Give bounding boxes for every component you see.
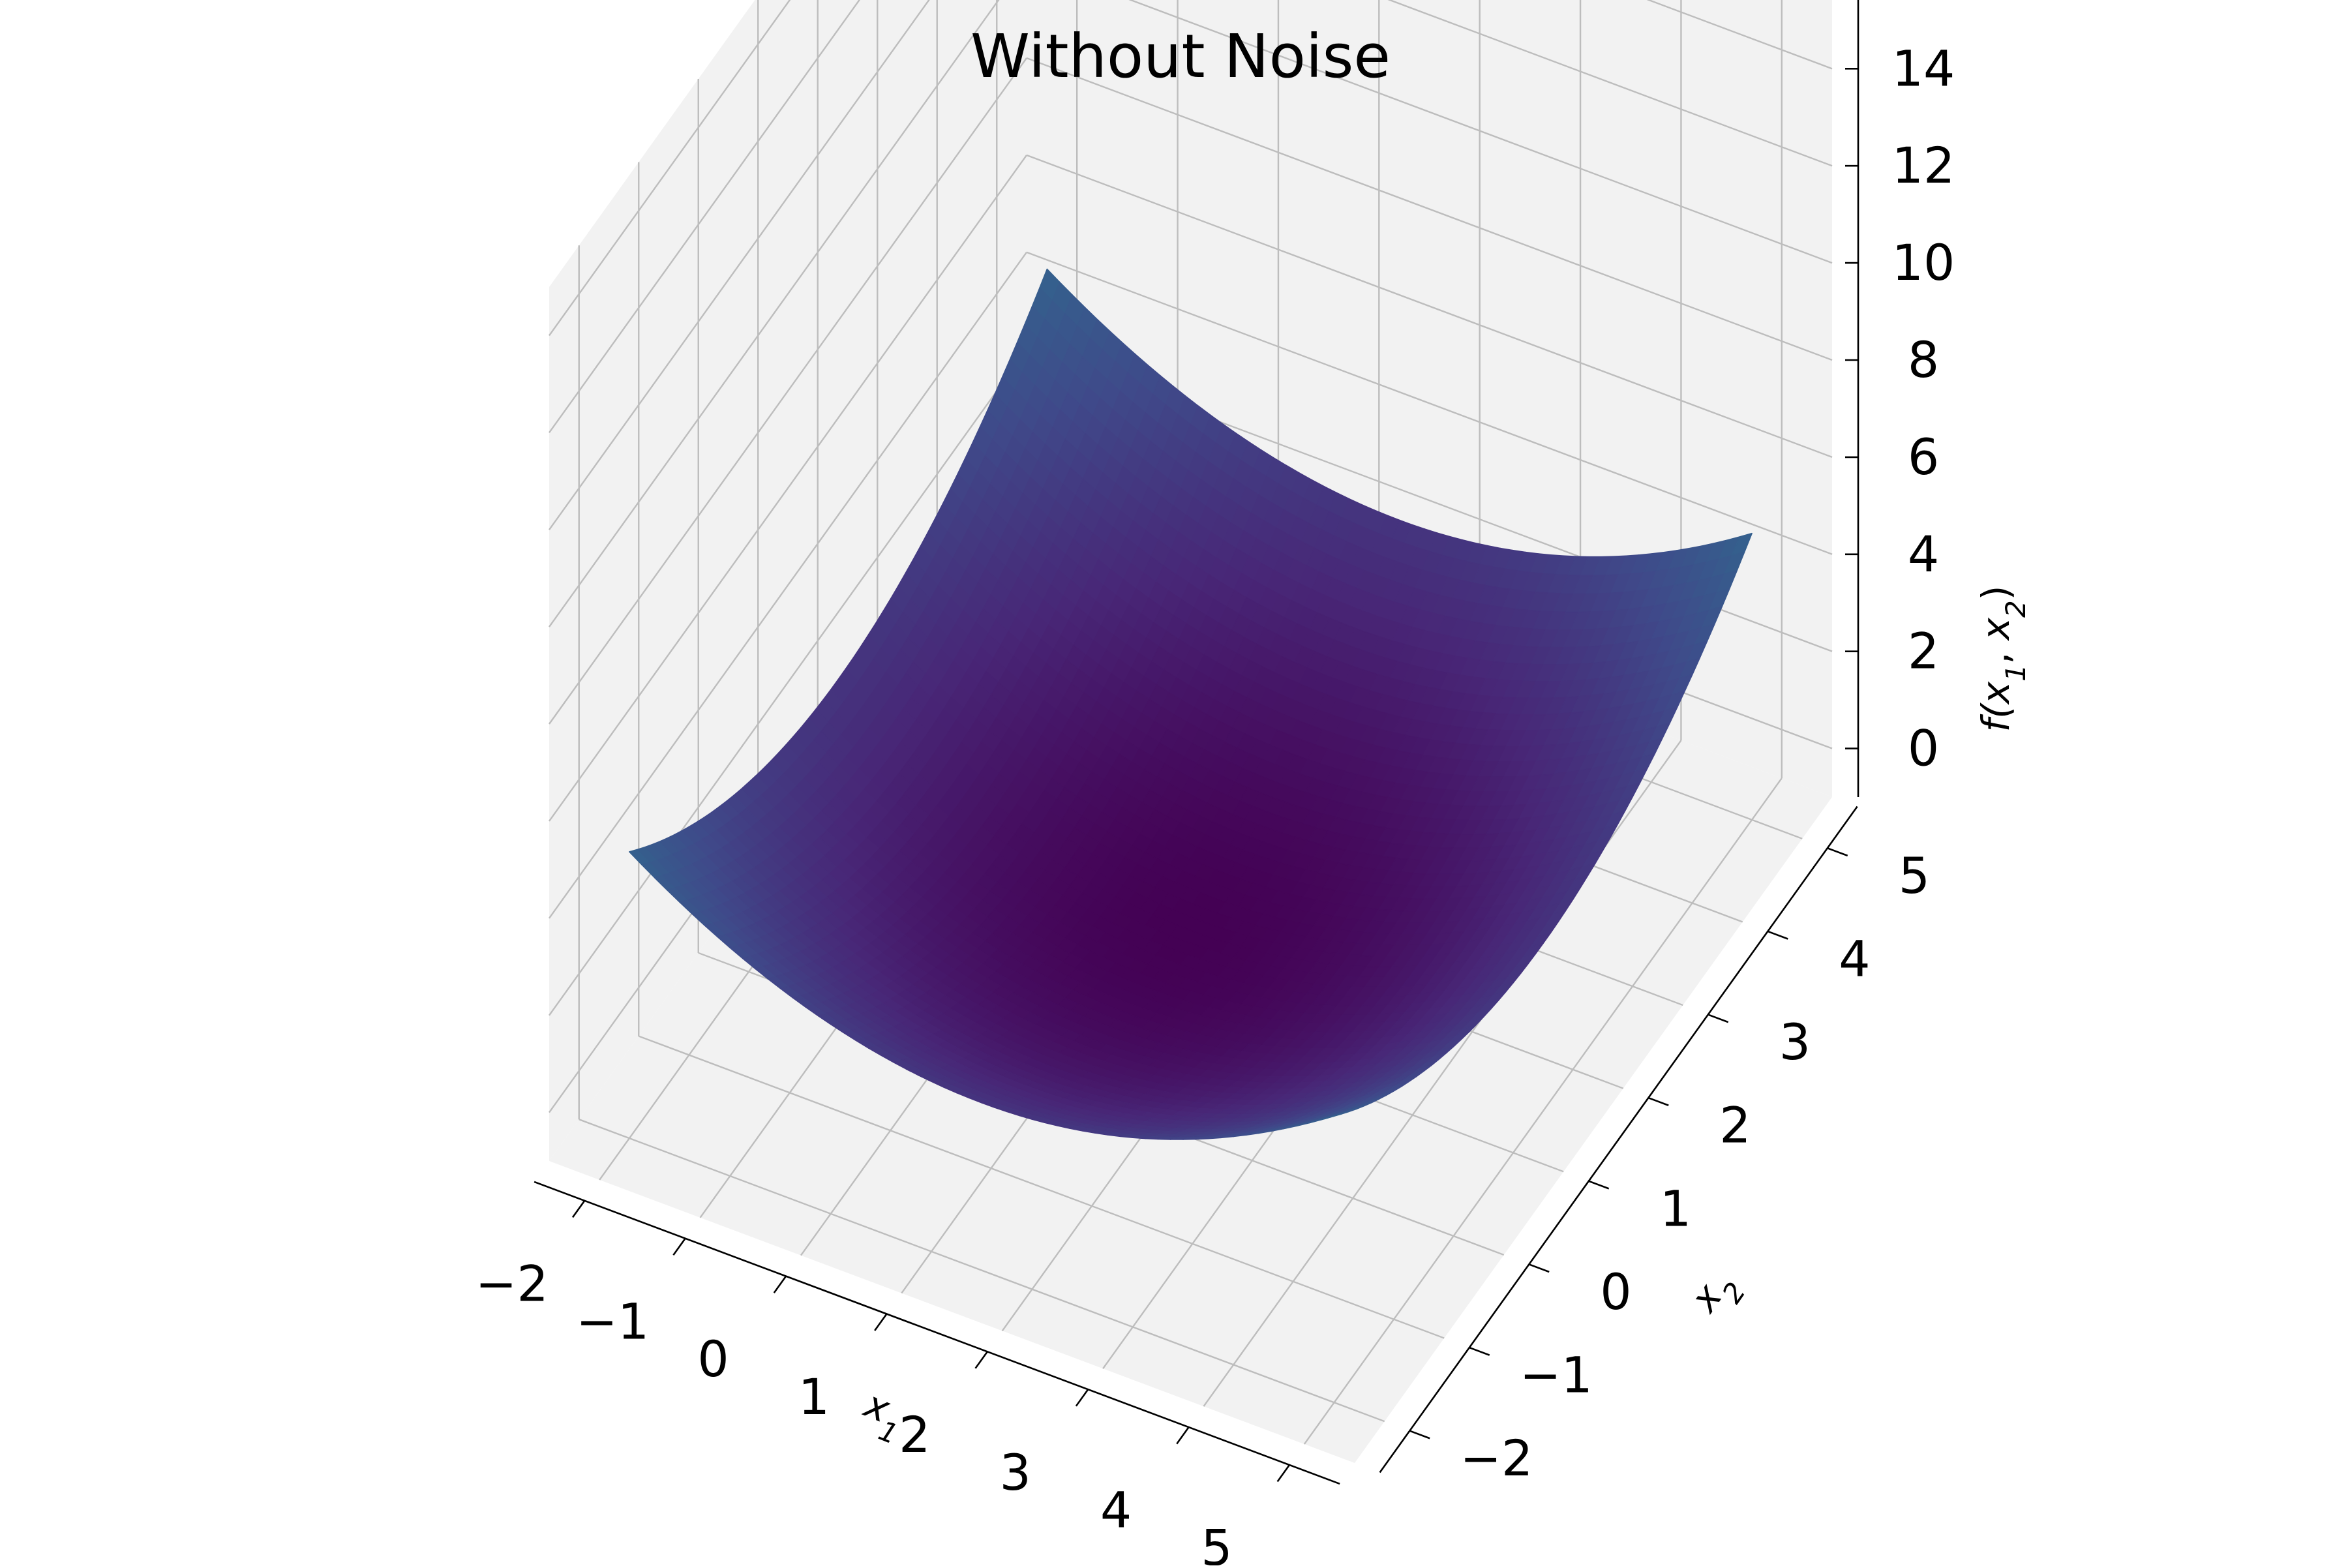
- y-tick-label: 5: [1899, 847, 1930, 905]
- x-tick-label: 1: [798, 1368, 830, 1426]
- x-tick-label: 4: [1100, 1481, 1132, 1539]
- x-tick-mark: [1177, 1427, 1188, 1444]
- x-tick-mark: [976, 1351, 987, 1368]
- x-tick-label: 2: [899, 1406, 930, 1464]
- y-tick-label: 2: [1719, 1096, 1751, 1154]
- y-tick-mark: [1589, 1181, 1609, 1189]
- y-tick-label: 0: [1600, 1263, 1631, 1321]
- z-tick-label: 14: [1892, 39, 1955, 97]
- x-tick-mark: [1076, 1389, 1088, 1406]
- chart-title: Without Noise: [971, 22, 1391, 91]
- y-tick-label: 4: [1839, 929, 1870, 988]
- y-tick-label: −1: [1520, 1346, 1593, 1404]
- x-tick-mark: [1278, 1465, 1289, 1482]
- x-tick-label: −2: [475, 1254, 549, 1312]
- y-tick-mark: [1828, 848, 1848, 856]
- y-axis-label: x2: [1681, 1261, 1752, 1328]
- z-tick-label: 12: [1892, 136, 1955, 194]
- z-tick-label: 10: [1892, 234, 1955, 292]
- x-tick-label: 0: [697, 1330, 729, 1388]
- z-tick-label: 8: [1908, 331, 1939, 389]
- z-tick-label: 0: [1908, 719, 1939, 777]
- x-tick-label: 5: [1201, 1519, 1232, 1565]
- x-tick-mark: [573, 1201, 584, 1218]
- x-tick-mark: [774, 1276, 786, 1293]
- z-tick-label: 4: [1908, 525, 1939, 583]
- y-tick-mark: [1648, 1098, 1668, 1106]
- z-tick-label: 6: [1908, 428, 1939, 486]
- y-tick-label: 1: [1660, 1179, 1691, 1237]
- y-tick-mark: [1469, 1348, 1490, 1355]
- y-tick-mark: [1768, 931, 1788, 939]
- y-tick-mark: [1708, 1015, 1728, 1023]
- x-tick-mark: [875, 1314, 886, 1331]
- z-axis-label: f(x1, x2): [1974, 586, 2032, 732]
- x-tick-mark: [673, 1239, 685, 1256]
- y-tick-label: −2: [1460, 1429, 1533, 1487]
- y-tick-label: 3: [1779, 1013, 1811, 1071]
- x-tick-label: 3: [1000, 1443, 1031, 1501]
- x-tick-label: −1: [576, 1292, 649, 1350]
- y-tick-mark: [1409, 1431, 1430, 1439]
- z-tick-label: 2: [1908, 622, 1939, 680]
- y-tick-mark: [1529, 1264, 1549, 1272]
